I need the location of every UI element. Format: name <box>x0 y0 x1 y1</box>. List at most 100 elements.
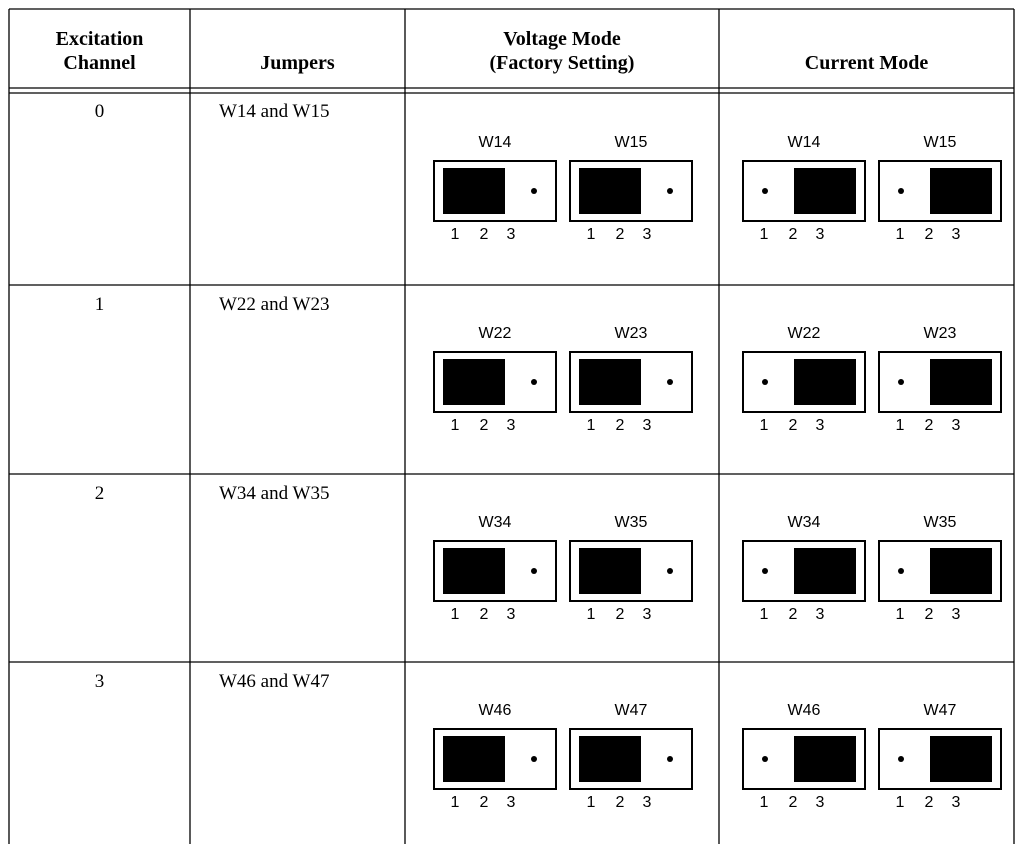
jumper-header <box>878 540 1002 602</box>
jumper-header <box>742 351 866 413</box>
jumper-header <box>742 728 866 790</box>
jumper-label: W34 <box>478 514 512 531</box>
shunt <box>443 168 505 214</box>
jumper-header <box>742 540 866 602</box>
channel-number: 2 <box>94 483 105 504</box>
jumper-header <box>569 160 693 222</box>
jumper-label: W15 <box>923 134 957 151</box>
shunt <box>794 359 856 405</box>
jumper-label: W34 <box>787 514 821 531</box>
jumper-header <box>433 160 557 222</box>
jumper-label: W15 <box>614 134 648 151</box>
shunt <box>443 359 505 405</box>
open-pin <box>898 379 904 385</box>
jumper-label: W46 <box>787 702 821 719</box>
shunt <box>930 548 992 594</box>
jumper-label: W47 <box>923 702 957 719</box>
jumper-label: W23 <box>923 325 957 342</box>
jumper-header <box>433 351 557 413</box>
shunt <box>930 168 992 214</box>
jumper-header <box>878 728 1002 790</box>
open-pin <box>531 568 537 574</box>
jumper-header <box>742 160 866 222</box>
open-pin <box>762 379 768 385</box>
jumper-label: W47 <box>614 702 648 719</box>
jumpers-list: W22 and W23 <box>219 294 330 315</box>
jumpers-list: W34 and W35 <box>219 483 330 504</box>
jumper-label: W35 <box>614 514 648 531</box>
open-pin <box>667 756 673 762</box>
header-voltage-mode: Voltage Mode (Factory Setting) <box>489 28 635 74</box>
jumper-header <box>878 160 1002 222</box>
open-pin <box>898 568 904 574</box>
shunt <box>794 548 856 594</box>
open-pin <box>667 188 673 194</box>
jumper-label: W14 <box>478 134 512 151</box>
shunt <box>794 168 856 214</box>
open-pin <box>667 379 673 385</box>
shunt <box>930 359 992 405</box>
header-excitation-channel: Excitation Channel <box>55 28 144 74</box>
jumper-header <box>433 540 557 602</box>
jumper-header <box>569 351 693 413</box>
jumper-label: W22 <box>478 325 512 342</box>
jumper-label: W35 <box>923 514 957 531</box>
jumper-header <box>878 351 1002 413</box>
shunt <box>794 736 856 782</box>
jumpers-list: W46 and W47 <box>219 671 330 692</box>
shunt <box>579 359 641 405</box>
jumpers-list: W14 and W15 <box>219 101 330 122</box>
shunt <box>579 548 641 594</box>
shunt <box>579 168 641 214</box>
open-pin <box>531 756 537 762</box>
shunt <box>579 736 641 782</box>
open-pin <box>762 756 768 762</box>
jumper-label: W46 <box>478 702 512 719</box>
shunt <box>930 736 992 782</box>
jumper-label: W14 <box>787 134 821 151</box>
channel-number: 0 <box>94 101 105 122</box>
jumper-label: W22 <box>787 325 821 342</box>
open-pin <box>898 188 904 194</box>
channel-number: 1 <box>94 294 105 315</box>
open-pin <box>762 188 768 194</box>
header-current-mode: Current Mode <box>804 52 929 74</box>
open-pin <box>531 379 537 385</box>
